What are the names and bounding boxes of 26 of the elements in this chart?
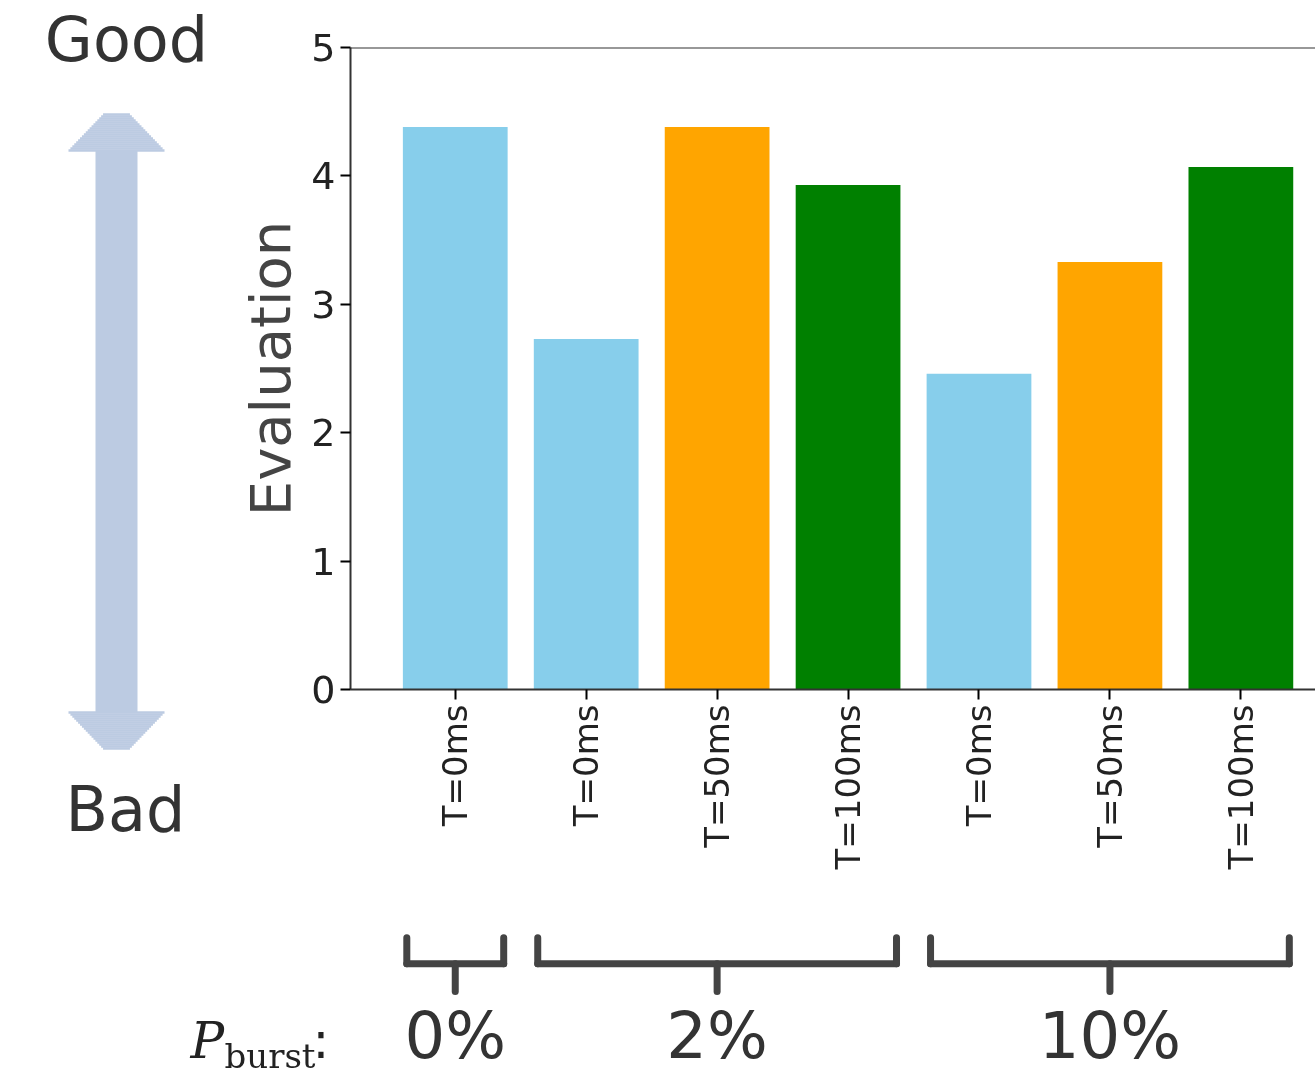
text: 0%: [404, 998, 507, 1073]
y-tick-label: 3: [311, 282, 336, 327]
y-axis-title: Evaluation: [238, 220, 304, 517]
y-tick-label: 4: [311, 154, 336, 199]
y-tick-label: 1: [311, 539, 336, 584]
x-tick-label: T=50ms: [1089, 704, 1130, 849]
text: 10%: [1038, 998, 1182, 1073]
x-tick-label: T=100ms: [828, 704, 869, 871]
bar: [533, 338, 639, 690]
text: Good: [44, 2, 209, 76]
text: Bad: [65, 772, 186, 846]
x-tick-label: T=0ms: [435, 704, 476, 828]
y-tick-label: 2: [311, 411, 336, 456]
text: 2%: [666, 998, 768, 1073]
x-tick-label: T=50ms: [697, 704, 738, 849]
bar: [1057, 261, 1163, 690]
x-tick-label: T=100ms: [1220, 704, 1261, 871]
x-tick-label: T=0ms: [958, 704, 999, 828]
bar: [795, 184, 901, 690]
bar: [402, 127, 508, 690]
bar: [1188, 166, 1294, 690]
bar: [664, 127, 770, 690]
x-tick-label: T=0ms: [566, 704, 607, 828]
y-tick-label: 0: [311, 668, 336, 712]
bar: [926, 373, 1032, 690]
y-tick-label: 5: [311, 26, 336, 70]
